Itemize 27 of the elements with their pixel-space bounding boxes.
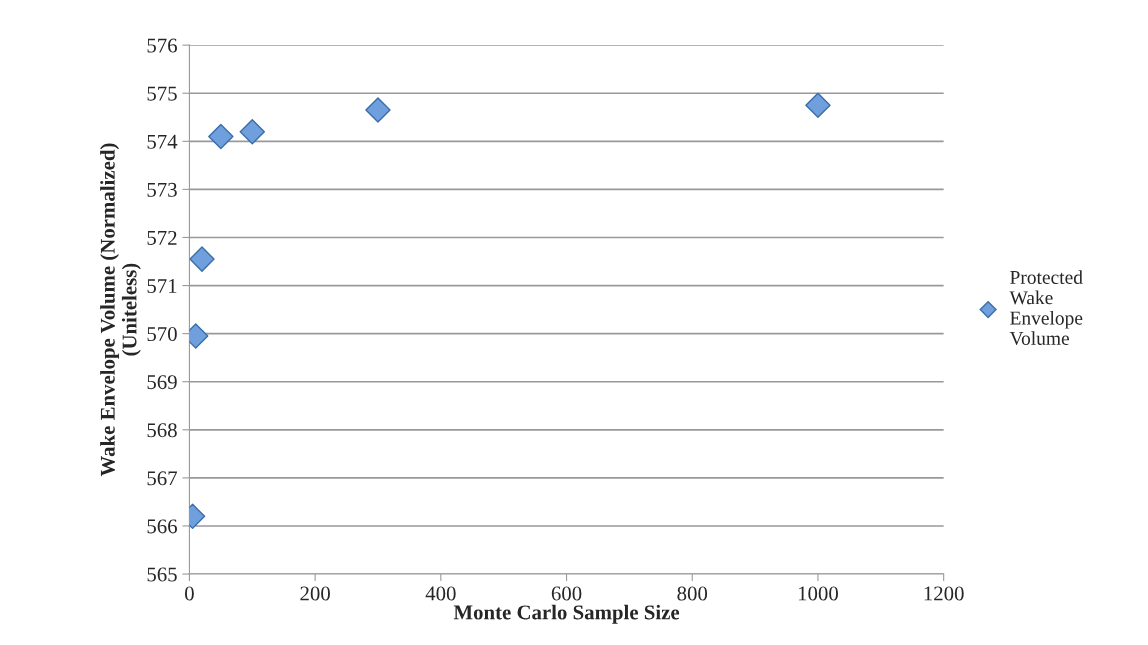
x-tick-label: 0 xyxy=(185,586,194,601)
point xyxy=(365,97,391,123)
x-axis-title: Monte Carlo Sample Size xyxy=(453,604,680,624)
x-tick-label: 400 xyxy=(425,586,456,601)
y-tick-label: 568 xyxy=(147,423,177,438)
point xyxy=(208,123,234,150)
y-tick-label: 570 xyxy=(147,327,177,342)
x-tick-label: 1000 xyxy=(798,586,838,601)
y-tick-label: 569 xyxy=(147,375,177,390)
legend-label: Protected Wake Envelope Volume xyxy=(1009,270,1083,346)
y-axis-title: Wake Envelope Volume (Normalized) (Uniteless) xyxy=(100,143,141,477)
x-tick-label: 600 xyxy=(551,586,582,601)
y-tick-label: 566 xyxy=(147,519,177,534)
y-tick-label: 571 xyxy=(147,279,177,293)
x-tick-label: 1200 xyxy=(924,586,964,601)
y-tick-label: 567 xyxy=(147,471,178,486)
y-tick-label: 575 xyxy=(147,86,177,101)
y-tick-label: 572 xyxy=(147,230,177,245)
y-tick-label: 565 xyxy=(147,567,177,582)
y-tick-label: 574 xyxy=(147,134,178,149)
point xyxy=(239,118,265,145)
y-tick-label: 573 xyxy=(147,182,177,197)
x-tick-label: 800 xyxy=(677,586,708,601)
y-tick-label: 576 xyxy=(147,38,177,53)
point xyxy=(189,246,215,272)
point xyxy=(805,92,831,118)
x-tick-label: 200 xyxy=(300,586,330,601)
